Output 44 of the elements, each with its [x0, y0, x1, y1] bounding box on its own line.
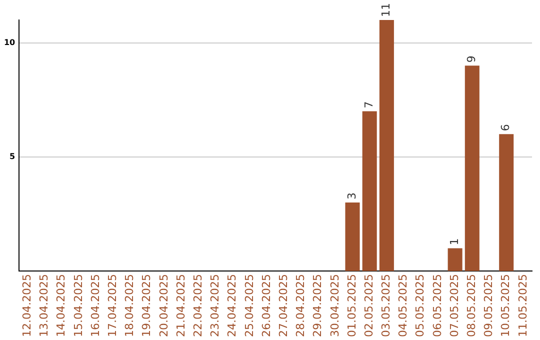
x-tick-label: 02.05.2025 — [362, 274, 376, 338]
x-tick-label: 25.04.2025 — [242, 274, 256, 338]
x-tick-label: 08.05.2025 — [465, 274, 478, 338]
x-tick-label: 01.05.2025 — [345, 274, 358, 338]
x-tick-label: 27.04.2025 — [276, 274, 290, 338]
x-tick-label: 29.04.2025 — [311, 274, 324, 338]
x-tick-label: 11.05.2025 — [516, 274, 530, 338]
x-tick-label: 14.04.2025 — [54, 274, 68, 338]
bar — [499, 134, 514, 272]
x-tick-label: 22.04.2025 — [191, 274, 204, 338]
data-label: 3 — [345, 192, 358, 200]
data-label: 6 — [499, 124, 512, 132]
x-tick-label: 06.05.2025 — [430, 274, 444, 338]
data-label: 11 — [380, 3, 393, 17]
y-tick-label: 5 — [10, 152, 16, 161]
bar — [345, 202, 360, 272]
x-tick-label: 28.04.2025 — [294, 274, 308, 338]
bar — [362, 111, 377, 272]
data-label: 1 — [448, 238, 461, 246]
bar — [379, 20, 394, 272]
x-tick-label: 15.04.2025 — [72, 274, 85, 338]
x-tick-label: 20.04.2025 — [157, 274, 170, 338]
x-tick-label: 12.04.2025 — [20, 274, 34, 338]
y-tick-label: 10 — [4, 38, 16, 47]
data-label: 7 — [362, 101, 376, 108]
x-tick-label: 18.04.2025 — [123, 274, 136, 338]
x-tick-label: 24.04.2025 — [226, 274, 239, 338]
x-tick-label: 04.05.2025 — [396, 274, 410, 338]
x-tick-label: 16.04.2025 — [88, 274, 102, 338]
x-tick-label: 26.04.2025 — [260, 274, 273, 338]
x-tick-label: 07.05.2025 — [448, 274, 461, 338]
x-tick-label: 03.05.2025 — [380, 274, 393, 338]
x-tick-label: 17.04.2025 — [106, 274, 120, 338]
bar — [448, 248, 462, 272]
x-tick-label: 23.04.2025 — [208, 274, 222, 338]
x-tick-label: 13.04.2025 — [38, 274, 51, 338]
x-tick-label: 19.04.2025 — [140, 274, 154, 338]
x-tick-label: 10.05.2025 — [499, 274, 512, 338]
x-tick-label: 30.04.2025 — [328, 274, 342, 338]
x-tick-label: 09.05.2025 — [482, 274, 496, 338]
x-tick-label: 21.04.2025 — [174, 274, 188, 338]
x-tick-label: 05.05.2025 — [414, 274, 427, 338]
data-label: 9 — [465, 56, 478, 63]
bar — [464, 66, 480, 272]
